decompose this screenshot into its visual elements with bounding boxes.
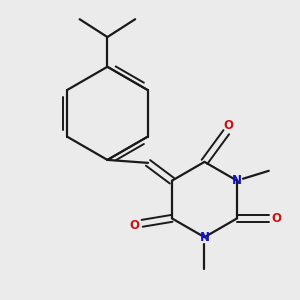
Text: N: N bbox=[232, 174, 242, 187]
Text: O: O bbox=[223, 119, 233, 132]
Text: O: O bbox=[272, 212, 282, 225]
Text: N: N bbox=[200, 231, 209, 244]
Text: O: O bbox=[129, 219, 139, 232]
